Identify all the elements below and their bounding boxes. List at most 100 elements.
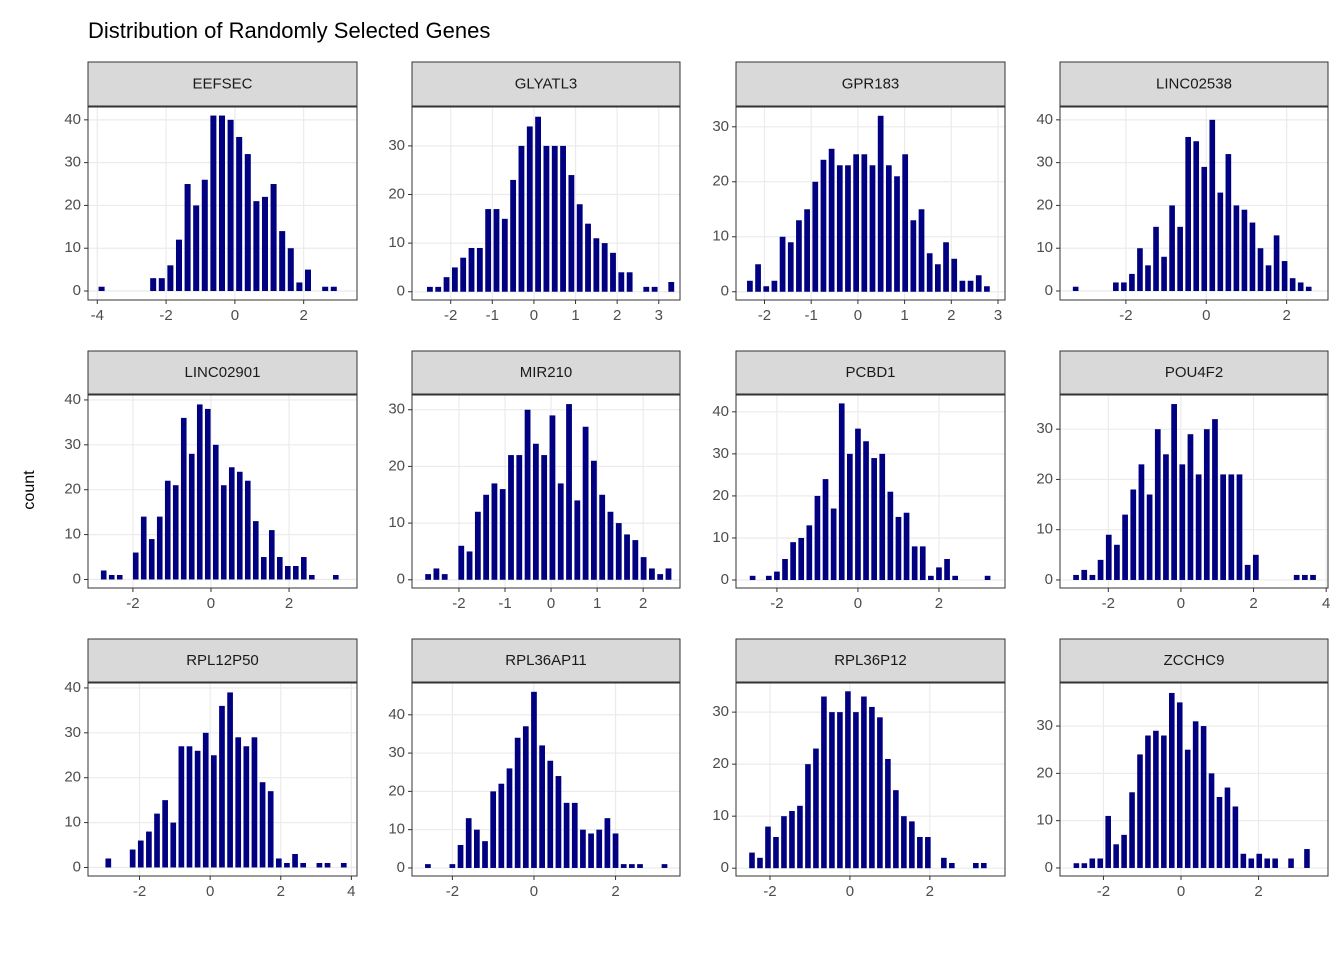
bar — [304, 269, 311, 292]
y-tick-label: 30 — [712, 703, 729, 720]
bar — [928, 575, 934, 581]
x-tick-label: 2 — [1254, 883, 1262, 900]
y-tick-label: 10 — [712, 228, 729, 245]
panel: LINC02538 0 10 20 30 40 -2 0 2 — [1036, 61, 1329, 324]
y-tick-label: 0 — [73, 570, 81, 587]
strip-title: MIR210 — [520, 364, 573, 381]
x-tick-label: 0 — [547, 595, 555, 612]
y-tick-label: 30 — [712, 445, 729, 462]
strip — [411, 350, 681, 395]
y-tick-label: 40 — [1036, 111, 1053, 128]
bar — [1236, 474, 1243, 580]
bar — [156, 516, 163, 580]
y-tick-label: 20 — [388, 782, 405, 799]
bar — [284, 862, 290, 868]
panel: LINC02901 0 10 20 30 40 -2 0 2 — [64, 350, 358, 612]
panel: ZCCHC9 0 10 20 30 -2 0 2 — [1036, 638, 1329, 900]
bar — [879, 453, 886, 581]
bar — [340, 862, 347, 868]
strip-title: GPR183 — [842, 75, 900, 92]
bar — [869, 165, 876, 292]
bar — [1113, 844, 1119, 868]
bar — [615, 523, 622, 580]
bar — [460, 257, 467, 292]
bar — [1073, 863, 1080, 868]
y-tick-label: 20 — [388, 457, 405, 474]
bar — [771, 280, 778, 292]
y-tick-label: 20 — [1036, 196, 1053, 213]
bar — [457, 844, 464, 868]
bar — [324, 862, 331, 868]
bar — [657, 574, 664, 580]
bar — [1264, 858, 1270, 868]
bar — [435, 286, 442, 292]
x-tick-label: 2 — [613, 307, 621, 324]
bar — [539, 745, 545, 868]
y-tick-label: 40 — [388, 706, 405, 723]
strip-title: RPL12P50 — [186, 652, 259, 669]
strip — [735, 350, 1006, 395]
bar — [518, 145, 525, 292]
bar — [243, 746, 250, 868]
bar — [210, 115, 217, 292]
bar — [747, 280, 753, 292]
bar — [146, 831, 152, 868]
bar — [836, 165, 843, 292]
bar — [599, 494, 606, 580]
bar — [175, 239, 182, 292]
x-tick-label: 3 — [655, 307, 663, 324]
bar — [1192, 721, 1199, 868]
bar — [1232, 806, 1239, 868]
bar — [1289, 278, 1296, 292]
x-tick-label: 2 — [277, 883, 285, 900]
y-tick-label: 0 — [397, 859, 405, 876]
bar — [1233, 205, 1240, 292]
x-tick-label: 0 — [1177, 883, 1185, 900]
x-tick-label: 0 — [1177, 595, 1185, 612]
bar — [1153, 226, 1159, 292]
bar — [901, 816, 907, 869]
bar — [909, 821, 915, 869]
strip-title: LINC02538 — [1156, 75, 1232, 92]
strip — [87, 61, 358, 107]
bar — [781, 816, 787, 869]
bar — [105, 858, 112, 868]
bar — [501, 218, 508, 292]
panel-border — [1059, 682, 1329, 877]
bar — [100, 570, 107, 580]
bar — [491, 483, 498, 580]
bar — [1121, 834, 1127, 868]
bar — [804, 209, 810, 292]
bar — [1154, 429, 1161, 580]
bar — [763, 286, 770, 292]
x-tick-label: 2 — [611, 883, 619, 900]
bar — [493, 209, 500, 292]
strip-title: EEFSEC — [192, 75, 252, 92]
bar — [532, 443, 539, 580]
bar — [541, 455, 548, 580]
bar — [228, 467, 235, 580]
bar — [244, 480, 251, 580]
bar — [629, 864, 635, 868]
bar — [911, 546, 918, 581]
bar — [590, 460, 597, 580]
y-tick-label: 20 — [1036, 470, 1053, 487]
bar — [1212, 419, 1218, 580]
bar — [755, 264, 761, 292]
bar — [235, 737, 242, 868]
x-tick-label: 2 — [1249, 595, 1257, 612]
bar — [140, 516, 147, 580]
bar — [821, 696, 827, 869]
x-tick-label: -2 — [770, 595, 783, 612]
bar — [925, 836, 931, 869]
bar — [749, 852, 755, 869]
bar — [1176, 702, 1183, 868]
bar — [1097, 858, 1104, 868]
x-tick-label: -2 — [446, 883, 459, 900]
bar — [951, 258, 958, 292]
bar — [853, 154, 859, 292]
y-tick-label: 10 — [388, 821, 405, 838]
panel: RPL36P12 0 10 20 30 -2 0 2 — [712, 638, 1006, 900]
bar — [649, 568, 655, 580]
